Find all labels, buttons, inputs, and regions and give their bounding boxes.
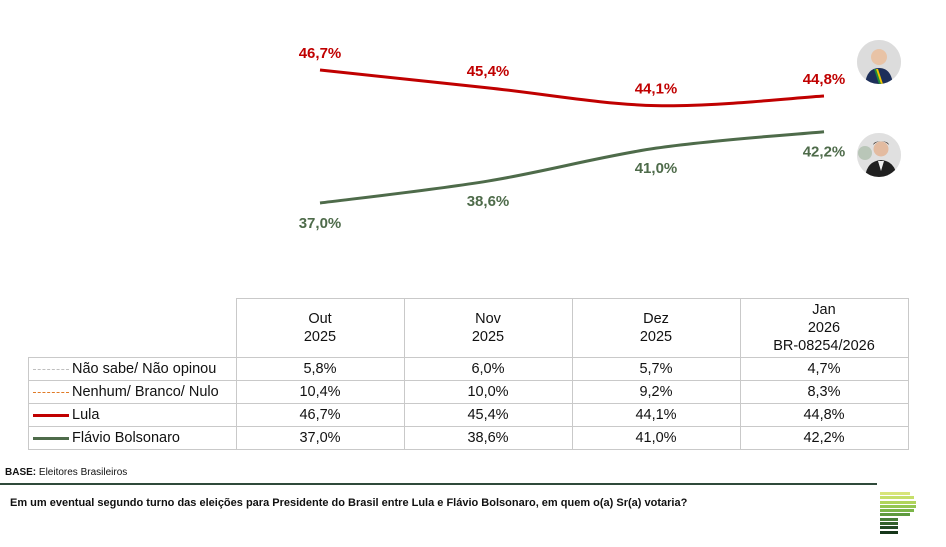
header-year: 2026: [807, 320, 841, 336]
header-year: 2025: [471, 329, 505, 345]
line-chart: 46,7% 45,4% 44,1% 44,8% 37,0% 38,6% 41,0% 42,2%: [299, 45, 846, 232]
base-label: BASE:: [5, 467, 37, 478]
header-dez-2025: Dez 2025: [571, 298, 741, 358]
data-label: 38,6%: [467, 193, 510, 210]
table-cell: 10,0%: [403, 380, 573, 404]
data-label: 45,4%: [467, 63, 510, 80]
survey-question: Em um eventual segundo turno das eleiçõe…: [10, 497, 688, 509]
table-row: Lula 46,7% 45,4% 44,1% 44,8%: [28, 403, 909, 427]
table-cell: 8,3%: [739, 380, 909, 404]
table-cell: 37,0%: [235, 426, 405, 450]
table-cell: 5,7%: [571, 357, 741, 381]
table-cell: 46,7%: [235, 403, 405, 427]
header-month: Nov: [475, 311, 501, 327]
flavio-series-line: [319, 130, 825, 205]
lula-portrait-icon: [857, 40, 901, 84]
row-label: Lula: [28, 403, 237, 427]
row-label: Nenhum/ Branco/ Nulo: [28, 380, 237, 404]
data-label: 37,0%: [299, 215, 342, 232]
row-label: Não sabe/ Não opinou: [28, 357, 237, 381]
red-line-legend-icon: [33, 413, 69, 417]
table-cell: 45,4%: [403, 403, 573, 427]
row-label-text: Não sabe/ Não opinou: [72, 361, 217, 377]
header-month: Dez: [643, 311, 669, 327]
table-cell: 44,8%: [739, 403, 909, 427]
lula-series-line: [319, 68, 825, 108]
table-cell: 10,4%: [235, 380, 405, 404]
header-out-2025: Out 2025: [235, 298, 405, 358]
lula-avatar: [857, 40, 901, 84]
base-note: BASE: Eleitores Brasileiros: [5, 467, 127, 478]
dashed-orange-legend-icon: [33, 391, 69, 393]
data-table: Out 2025 Nov 2025 Dez 2025 Jan 2026 BR-08254/…: [28, 298, 909, 450]
header-year: 2025: [639, 329, 673, 345]
table-row: Flávio Bolsonaro 37,0% 38,6% 41,0% 42,2%: [28, 426, 909, 450]
data-label: 41,0%: [635, 160, 678, 177]
table-cell: 9,2%: [571, 380, 741, 404]
table-header-row: Out 2025 Nov 2025 Dez 2025 Jan 2026 BR-08254/…: [28, 298, 909, 358]
table-cell: 44,1%: [571, 403, 741, 427]
header-nov-2025: Nov 2025: [403, 298, 573, 358]
row-label-text: Lula: [72, 407, 100, 423]
flavio-portrait-icon: [857, 133, 901, 177]
table-cell: 6,0%: [403, 357, 573, 381]
base-value: Eleitores Brasileiros: [36, 467, 128, 478]
table-row: Não sabe/ Não opinou 5,8% 6,0% 5,7% 4,7%: [28, 357, 909, 381]
header-year: 2025: [303, 329, 337, 345]
header-jan-2026: Jan 2026 BR-08254/2026: [739, 298, 909, 358]
table-row: Nenhum/ Branco/ Nulo 10,4% 10,0% 9,2% 8,…: [28, 380, 909, 404]
header-code: BR-08254/2026: [773, 338, 875, 354]
data-label: 44,1%: [635, 81, 678, 98]
flavio-avatar: [857, 133, 901, 177]
data-label: 44,8%: [803, 71, 846, 88]
header-month: Jan: [812, 302, 836, 318]
header-month: Out: [308, 311, 332, 327]
green-line-legend-icon: [33, 436, 69, 440]
divider: [0, 483, 877, 485]
table-cell: 41,0%: [571, 426, 741, 450]
brand-logo-icon: [880, 492, 920, 538]
dashed-gray-legend-icon: [33, 368, 69, 370]
table-cell: 42,2%: [739, 426, 909, 450]
table-cell: 4,7%: [739, 357, 909, 381]
row-label-text: Flávio Bolsonaro: [72, 430, 180, 446]
data-label: 42,2%: [803, 144, 846, 161]
row-label: Flávio Bolsonaro: [28, 426, 237, 450]
data-label: 46,7%: [299, 45, 342, 62]
table-corner: [28, 298, 237, 358]
row-label-text: Nenhum/ Branco/ Nulo: [72, 384, 219, 400]
table-cell: 5,8%: [235, 357, 405, 381]
table-cell: 38,6%: [403, 426, 573, 450]
